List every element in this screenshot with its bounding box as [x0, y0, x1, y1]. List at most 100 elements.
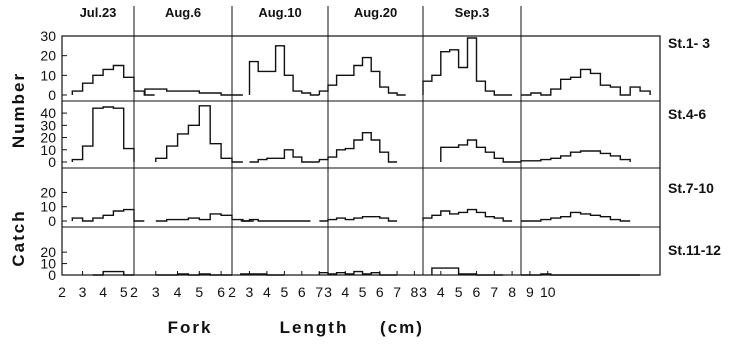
bin-r0-c4-7: [485, 91, 494, 95]
bin-r2-c4-4: [459, 212, 468, 221]
bin-r1-c4-4: [477, 147, 486, 162]
x-axis-title-unit: (cm): [380, 318, 424, 337]
x-tick-label: 6: [473, 284, 481, 300]
bin-r2-c3-7: [380, 218, 389, 221]
bin-r0-c1-1: [156, 89, 167, 95]
bin-r0-c1-3: [178, 91, 189, 95]
histogram-r1-c2: [249, 149, 320, 163]
x-tick-label: 8: [410, 284, 418, 300]
bin-r0-c2-6: [302, 93, 311, 95]
panel-labels: St.1- 3 St.4-6 St.7-10 St.11-12 Jul.23 Aug.6 A…: [9, 5, 721, 337]
bin-r2-c5-8: [600, 217, 610, 221]
bin-r0-c2-4: [284, 75, 293, 95]
bin-r1-c2-4: [284, 150, 293, 162]
x-tick-label: 7: [315, 284, 323, 300]
bin-r0-c1-2: [167, 91, 178, 95]
histogram-r1-c5: [520, 150, 631, 162]
bin-r1-c4-3: [468, 140, 477, 162]
bin-r0-c0-4: [113, 66, 123, 96]
bin-r0-c1-4: [188, 91, 199, 95]
bin-r1-c1-1: [167, 146, 178, 162]
date-label: Jul.23: [80, 5, 117, 20]
y-tick-label: 10: [40, 67, 56, 83]
station-label: St.1- 3: [668, 35, 710, 51]
bin-r3-c3-5: [363, 274, 372, 275]
histogram-steps: [71, 37, 651, 276]
bin-r0-c4-3: [450, 50, 459, 95]
x-tick-label: 5: [195, 284, 203, 300]
y-tick-label: 0: [48, 154, 56, 170]
bin-r2-c3-3: [345, 220, 354, 221]
bin-r0-c0-5: [124, 77, 134, 95]
x-tick-label: 6: [376, 284, 384, 300]
bin-r0-c3-5: [363, 58, 372, 95]
bin-r1-c1-3: [188, 125, 199, 162]
bin-r3-c3-3: [345, 274, 354, 275]
date-label: Aug.6: [165, 5, 201, 20]
y-tick-label: 20: [40, 184, 56, 200]
bin-r0-c4-4: [459, 68, 468, 96]
histogram-r0-c4: [422, 37, 513, 96]
bin-r1-c5-9: [610, 156, 620, 162]
bin-r2-c1-5: [210, 214, 221, 221]
bin-r3-c0-2: [113, 272, 123, 275]
histogram-r2-c4: [422, 208, 513, 222]
x-tick-label: 2: [130, 284, 138, 300]
bin-r0-c5-6: [581, 69, 591, 95]
x-tick-label: 5: [359, 284, 367, 300]
y-tick-label: 10: [40, 199, 56, 215]
bin-r1-c4-1: [450, 147, 459, 162]
bin-r2-c3-6: [371, 217, 380, 221]
bin-r0-c1-5: [199, 93, 210, 95]
bin-r0-c5-5: [571, 77, 581, 95]
bin-r2-c5-7: [591, 215, 601, 221]
bin-r1-c1-2: [178, 134, 189, 162]
x-tick-label: 4: [263, 284, 271, 300]
histogram-r3-c4: [431, 267, 504, 276]
bin-r1-c0-4: [113, 108, 123, 162]
bin-r1-c2-5: [293, 157, 302, 162]
y-tick-label: 30: [40, 117, 56, 133]
bin-r0-c2-3: [276, 46, 285, 95]
bin-r2-c0-3: [103, 215, 113, 221]
bin-r0-c3-7: [380, 87, 389, 95]
bin-r2-c5-6: [581, 214, 591, 221]
station-label: St.7-10: [668, 180, 714, 196]
bin-r0-c2-0: [250, 62, 259, 95]
x-tick-label: 3: [152, 284, 160, 300]
station-label: St.11-12: [668, 242, 721, 258]
bin-r0-c5-8: [600, 85, 610, 95]
bin-r1-c5-2: [541, 160, 551, 162]
bin-r0-c1-6: [210, 93, 221, 95]
bin-r0-c4-0: [423, 81, 432, 95]
bin-r1-c5-5: [571, 152, 581, 162]
bin-r1-c5-7: [591, 151, 601, 162]
y-tick-label: 40: [40, 105, 56, 121]
histogram-r0-c3: [318, 56, 406, 96]
histogram-r1-c3: [318, 132, 398, 163]
histogram-r0-c2: [248, 45, 320, 96]
bin-r1-c3-3: [345, 149, 354, 162]
bin-r1-c5-6: [581, 151, 591, 162]
bin-r1-c2-1: [258, 160, 267, 162]
y-tick-label: 0: [48, 213, 56, 229]
bin-r1-c5-10: [620, 160, 630, 162]
x-tick-label: 3: [324, 284, 332, 300]
histogram-r0-c1: [144, 88, 243, 96]
bin-r3-c2-2: [258, 274, 267, 275]
bin-r1-c0-2: [93, 108, 103, 162]
bin-r0-c0-1: [83, 83, 93, 95]
bin-r2-c0-2: [93, 218, 103, 221]
plot-frame: [61, 35, 661, 276]
bin-r2-c1-2: [178, 220, 189, 221]
bin-r3-c2-0: [241, 274, 250, 275]
x-tick-label: 8: [508, 284, 516, 300]
bin-r1-c3-2: [337, 150, 346, 162]
bin-r0-c5-11: [630, 87, 640, 95]
bin-r0-c5-4: [561, 79, 571, 95]
bin-r1-c4-6: [494, 158, 503, 162]
bin-r0-c1-0: [145, 89, 156, 95]
bin-r2-c1-4: [199, 220, 210, 221]
x-tick-label: 6: [298, 284, 306, 300]
bin-r3-c1-2: [178, 274, 189, 275]
